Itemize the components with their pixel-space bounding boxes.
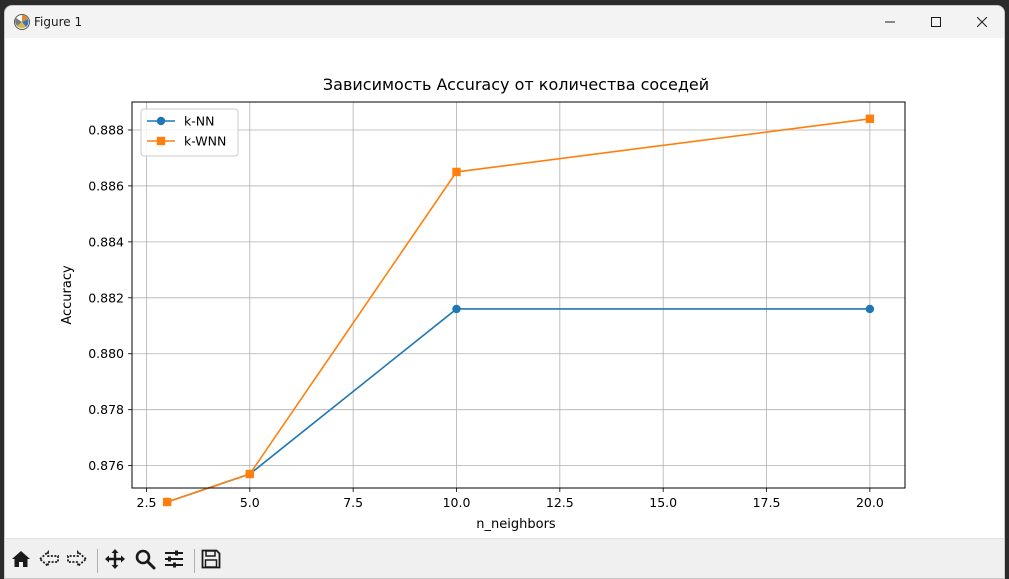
close-button[interactable] xyxy=(959,6,1004,38)
line-chart: Зависимость Accuracy от количества сосед… xyxy=(60,75,906,532)
y-tick-label: 0.876 xyxy=(88,458,124,473)
y-tick-label: 0.878 xyxy=(88,402,124,417)
back-button[interactable] xyxy=(36,548,62,574)
toolbar-separator xyxy=(97,549,98,573)
series-line-k-WNN xyxy=(166,117,870,503)
matplotlib-app-icon xyxy=(13,13,31,31)
save-button[interactable] xyxy=(198,548,224,574)
configure-subplots-icon xyxy=(163,548,185,574)
navigation-toolbar xyxy=(5,538,1004,578)
x-tick-label: 20.0 xyxy=(856,495,884,510)
data-point-k-WNN xyxy=(452,167,461,177)
save-icon xyxy=(200,548,222,574)
axis-ticks: 2.5 5.0 7.5 10.0 12.5 15.0 17.5 20.0 0.876 0.878 0… xyxy=(88,122,884,510)
chart-title: Зависимость Accuracy от количества сосед… xyxy=(323,75,709,94)
minimize-icon xyxy=(885,17,895,27)
axes-frame xyxy=(131,101,906,489)
data-point-k-NN xyxy=(452,304,461,314)
y-tick-label: 0.884 xyxy=(88,234,124,249)
forward-arrow-icon xyxy=(66,548,88,574)
x-axis-label: n_neighbors xyxy=(476,517,556,532)
x-tick-label: 17.5 xyxy=(753,495,781,510)
maximize-icon xyxy=(931,17,941,27)
data-series xyxy=(162,114,875,507)
x-tick-label: 2.5 xyxy=(137,495,157,510)
grid-lines xyxy=(132,102,905,488)
legend-marker-k-WNN xyxy=(156,136,166,146)
pan-icon xyxy=(104,548,126,574)
legend-marker-k-NN xyxy=(156,116,166,126)
legend-label: k-WNN xyxy=(184,134,226,149)
forward-button[interactable] xyxy=(64,548,90,574)
x-tick-label: 10.0 xyxy=(443,495,471,510)
configure-subplots-button[interactable] xyxy=(161,548,187,574)
y-tick-label: 0.882 xyxy=(88,290,124,305)
x-tick-label: 5.0 xyxy=(240,495,260,510)
figure-window: Figure 1 Зависимость Accuracy от количес… xyxy=(4,5,1005,579)
title-bar[interactable]: Figure 1 xyxy=(5,6,1004,38)
legend: k-NN k-WNN xyxy=(140,108,239,157)
toolbar-separator xyxy=(194,549,195,573)
back-arrow-icon xyxy=(38,548,60,574)
y-tick-label: 0.888 xyxy=(88,122,124,137)
legend-label: k-NN xyxy=(184,114,214,129)
zoom-button[interactable] xyxy=(132,548,158,574)
data-point-k-WNN xyxy=(865,114,875,123)
data-point-k-WNN xyxy=(162,497,172,507)
figure-canvas[interactable]: Зависимость Accuracy от количества сосед… xyxy=(5,38,1004,538)
window-title: Figure 1 xyxy=(34,15,83,29)
zoom-icon xyxy=(134,548,156,574)
data-point-k-NN xyxy=(865,304,875,314)
x-tick-label: 15.0 xyxy=(649,495,677,510)
home-button[interactable] xyxy=(8,548,34,574)
series-line-k-NN xyxy=(166,308,870,503)
close-icon xyxy=(977,17,987,27)
y-tick-label: 0.886 xyxy=(88,178,124,193)
x-tick-label: 12.5 xyxy=(546,495,574,510)
home-icon xyxy=(10,548,32,574)
minimize-button[interactable] xyxy=(867,6,913,38)
x-tick-label: 7.5 xyxy=(343,495,363,510)
y-tick-label: 0.880 xyxy=(88,346,124,361)
maximize-button[interactable] xyxy=(913,6,959,38)
y-axis-label: Accuracy xyxy=(60,265,75,325)
pan-button[interactable] xyxy=(102,548,128,574)
data-point-k-WNN xyxy=(245,469,255,479)
